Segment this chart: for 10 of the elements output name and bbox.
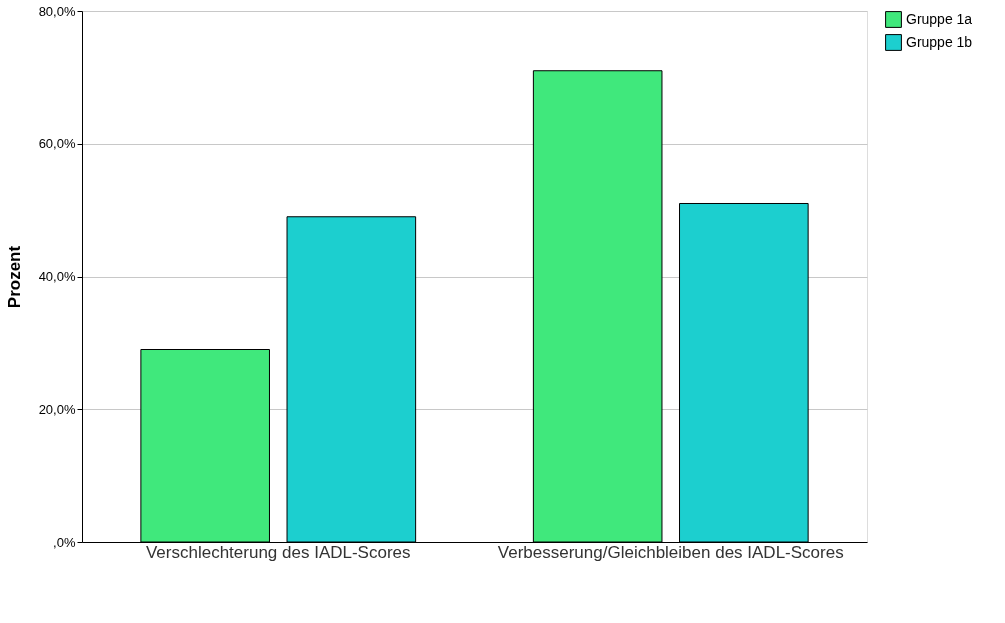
y-tick-label: 60,0% (38, 136, 76, 152)
y-tick-label: 20,0% (38, 401, 76, 417)
y-tick-label: 40,0% (38, 269, 76, 284)
y-tick-label: 80,0% (38, 3, 76, 19)
legend-label: Gruppe 1b (906, 33, 973, 50)
x-tick-label: Verbesserung/Gleichbleiben des IADL-Scores (497, 542, 844, 562)
y-tick-label: ,0% (53, 534, 76, 550)
legend-label: Gruppe 1a (906, 10, 973, 27)
y-axis-title: Prozent (4, 245, 24, 309)
x-tick-label: Verschlechterung des IADL-Scores (145, 542, 411, 562)
